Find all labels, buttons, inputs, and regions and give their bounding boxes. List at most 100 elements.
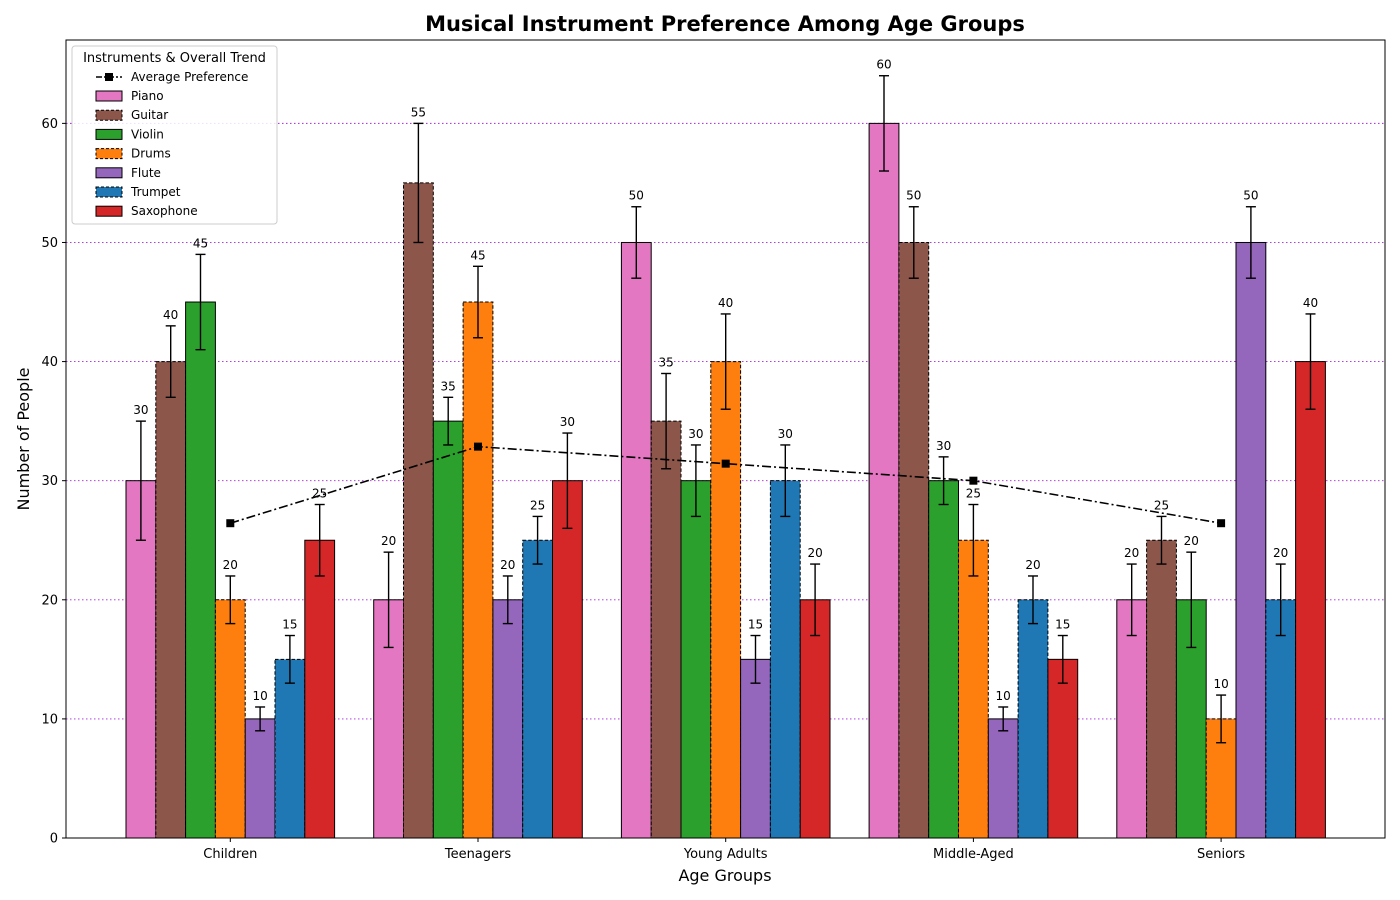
error-bars [135, 75, 1316, 744]
data-label: 35 [441, 379, 456, 393]
trend-marker [969, 476, 978, 485]
legend-title: Instruments & Overall Trend [83, 51, 266, 66]
legend-label: Flute [131, 166, 161, 180]
y-axis-label: Number of People [14, 367, 33, 510]
data-labels: 30 20 50 60 20 40 55 35 50 25 45 35 30 30 20 20 45 40 25 10… [133, 58, 1318, 703]
bar-flute [1235, 241, 1267, 839]
data-label: 40 [718, 296, 733, 310]
legend-swatch-trumpet [95, 186, 123, 198]
y-tick-label: 20 [41, 593, 58, 608]
legend-swatch-flute [95, 167, 123, 179]
data-label: 20 [1124, 546, 1139, 560]
x-tick-label: Young Adults [683, 847, 768, 862]
data-label: 30 [688, 427, 703, 441]
bar-drums [214, 599, 246, 839]
bar-guitar [155, 361, 187, 839]
bar-saxophone [552, 480, 583, 839]
data-label: 20 [223, 558, 238, 572]
trend-line-path [230, 445, 1222, 524]
bar-drums [958, 539, 989, 839]
data-label: 45 [193, 236, 208, 250]
data-label: 25 [966, 487, 981, 501]
chart-title: Musical Instrument Preference Among Age … [425, 12, 1025, 36]
legend-label: Piano [131, 89, 164, 103]
bar-piano [620, 241, 652, 839]
data-label: 15 [1055, 618, 1070, 632]
bar-trumpet [769, 480, 801, 839]
y-tick-label: 50 [41, 236, 58, 251]
bar-violin [185, 301, 216, 839]
x-axis-label: Age Groups [678, 866, 771, 885]
data-label: 20 [1184, 534, 1199, 548]
data-label: 20 [1025, 558, 1040, 572]
bar-saxophone [304, 539, 336, 839]
data-label: 50 [906, 189, 921, 203]
legend: Instruments & Overall Trend Average Prefe… [71, 45, 278, 225]
legend-label: Saxophone [131, 204, 198, 218]
y-tick-label: 10 [41, 712, 58, 727]
data-label: 20 [1273, 546, 1288, 560]
y-tick-label: 40 [41, 355, 58, 370]
bar-trumpet [522, 539, 554, 839]
data-label: 20 [807, 546, 822, 560]
legend-trend-marker [105, 73, 113, 81]
legend-swatch-violin [95, 128, 123, 140]
bar-violin [928, 480, 960, 839]
bar-flute [492, 599, 524, 839]
x-tick-label: Seniors [1197, 847, 1245, 862]
data-label: 20 [500, 558, 515, 572]
legend-label: Average Preference [131, 70, 248, 84]
legend-swatch-saxophone [95, 205, 123, 217]
data-label: 15 [282, 618, 297, 632]
bar-flute [244, 718, 276, 839]
trend-marker [721, 459, 730, 468]
data-label: 50 [1243, 189, 1258, 203]
legend-swatch-piano [95, 90, 123, 102]
bar-guitar [898, 241, 930, 839]
data-label: 25 [1154, 498, 1169, 512]
bar-guitar [403, 182, 434, 839]
trend-line [226, 442, 1226, 528]
legend-label: Guitar [131, 108, 168, 122]
x-tick-label: Middle-Aged [933, 847, 1014, 862]
bar-saxophone [799, 599, 831, 839]
legend-swatch-drums [95, 148, 123, 160]
bar-saxophone [1047, 658, 1079, 839]
data-label: 45 [470, 248, 485, 262]
data-label: 30 [778, 427, 793, 441]
data-label: 20 [381, 534, 396, 548]
y-tick-label: 60 [41, 117, 58, 132]
trend-marker [226, 519, 235, 528]
y-tick-label: 30 [41, 474, 58, 489]
data-label: 25 [530, 498, 545, 512]
legend-label: Drums [131, 147, 171, 161]
data-label: 10 [996, 689, 1011, 703]
x-tick-label: Teenagers [444, 847, 512, 862]
data-label: 30 [936, 439, 951, 453]
bar-violin [432, 420, 464, 839]
data-label: 40 [163, 308, 178, 322]
axes: 0 10 20 30 40 50 60 Children Teenagers Young Adul… [41, 117, 1245, 862]
trend-marker [1217, 519, 1226, 528]
bar-violin [680, 480, 712, 839]
bar-flute [987, 718, 1019, 839]
legend-label: Trumpet [130, 185, 181, 199]
bar-flute [740, 658, 771, 839]
legend-label: Violin [131, 127, 164, 141]
y-tick-label: 0 [50, 832, 58, 847]
bar-drums [462, 301, 494, 839]
bar-guitar [650, 420, 682, 839]
legend-box [71, 45, 278, 225]
bar-trumpet [1017, 599, 1049, 839]
data-label: 30 [133, 403, 148, 417]
bar-piano [868, 122, 900, 839]
x-tick-label: Children [203, 847, 257, 862]
data-label: 55 [411, 105, 426, 119]
data-label: 15 [748, 618, 763, 632]
data-label: 10 [252, 689, 267, 703]
bars [125, 122, 1326, 839]
data-label: 10 [1213, 677, 1228, 691]
data-label: 25 [312, 487, 327, 501]
